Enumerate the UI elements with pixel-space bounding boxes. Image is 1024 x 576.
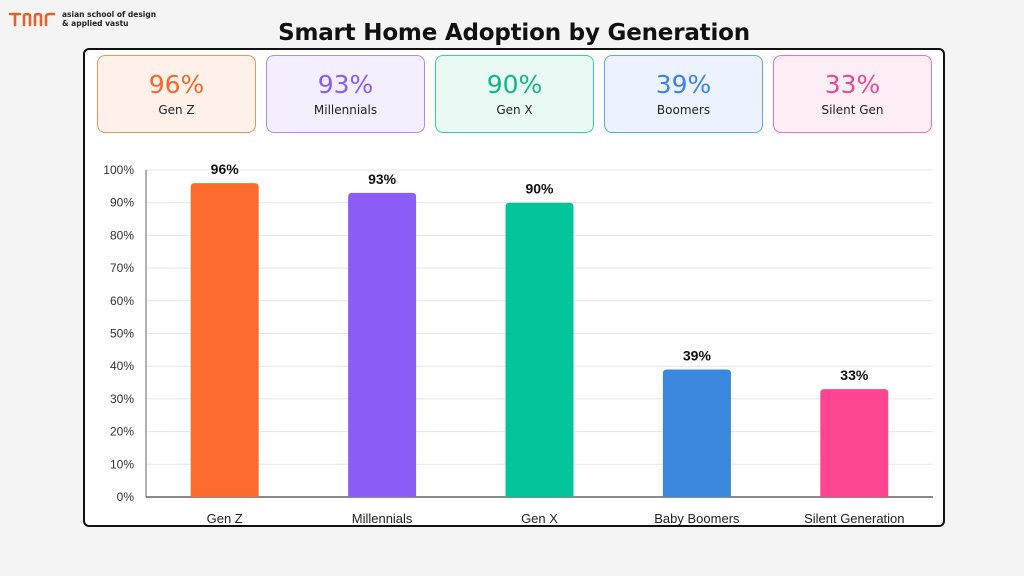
- page-title: Smart Home Adoption by Generation: [278, 20, 750, 46]
- stat-card-label: Gen X: [496, 103, 533, 117]
- bar: [348, 192, 417, 497]
- brand-name: asian school of design & applied vastu: [62, 10, 156, 28]
- stat-card-value: 90%: [486, 70, 543, 99]
- stat-card: 96% Gen Z: [97, 55, 256, 133]
- stat-card-label: Millennials: [313, 103, 378, 117]
- chart-panel: 96% Gen Z 93% Millennials 90% Gen X 39% Boomers…: [83, 48, 945, 527]
- brand-line-1: asian school of design: [62, 10, 157, 19]
- y-tick-label: 60%: [110, 294, 134, 308]
- bar: [190, 183, 259, 497]
- data-label: 90%: [525, 181, 554, 197]
- bar: [505, 202, 574, 497]
- x-tick-label: Gen Z: [207, 511, 243, 526]
- bar: [662, 369, 731, 497]
- x-tick-label: Gen X: [521, 511, 558, 526]
- stat-card-value: 33%: [824, 70, 881, 99]
- brand-line-2: & applied vastu: [62, 19, 129, 28]
- y-tick-label: 80%: [110, 228, 134, 242]
- data-label: 39%: [683, 347, 712, 363]
- stat-card-label: Boomers: [656, 103, 711, 117]
- y-tick-label: 10%: [110, 457, 134, 471]
- stat-card-value: 96%: [148, 70, 205, 99]
- y-tick-label: 90%: [110, 196, 134, 210]
- y-tick-label: 50%: [110, 327, 134, 341]
- stat-card: 39% Boomers: [604, 55, 763, 133]
- y-tick-label: 70%: [110, 261, 134, 275]
- bar-chart: 0% 10% 20% 30% 40% 50% 60% 70% 80% 90% 100% 96% Gen …: [103, 161, 933, 526]
- stat-card: 90% Gen X: [435, 55, 594, 133]
- x-tick-label: Baby Boomers: [654, 511, 740, 526]
- data-label: 93%: [368, 171, 397, 187]
- brand-logo: asian school of design & applied vastu: [8, 10, 156, 28]
- data-label: 96%: [211, 161, 240, 177]
- bar: [820, 389, 889, 497]
- stat-card-value: 39%: [655, 70, 712, 99]
- data-label: 33%: [840, 367, 869, 383]
- x-tick-label: Millennials: [352, 511, 413, 526]
- stat-card-label: Gen Z: [158, 103, 195, 117]
- y-tick-label: 0%: [117, 490, 135, 504]
- x-tick-label: Silent Generation: [804, 511, 904, 526]
- brand-logo-icon: [8, 12, 56, 27]
- stat-card: 93% Millennials: [266, 55, 425, 133]
- stat-card-label: Silent Gen: [821, 103, 884, 117]
- stat-card: 33% Silent Gen: [773, 55, 932, 133]
- stat-card-value: 93%: [317, 70, 374, 99]
- y-tick-label: 30%: [110, 392, 134, 406]
- y-tick-label: 40%: [110, 359, 134, 373]
- y-tick-label: 100%: [103, 163, 134, 177]
- y-tick-label: 20%: [110, 425, 134, 439]
